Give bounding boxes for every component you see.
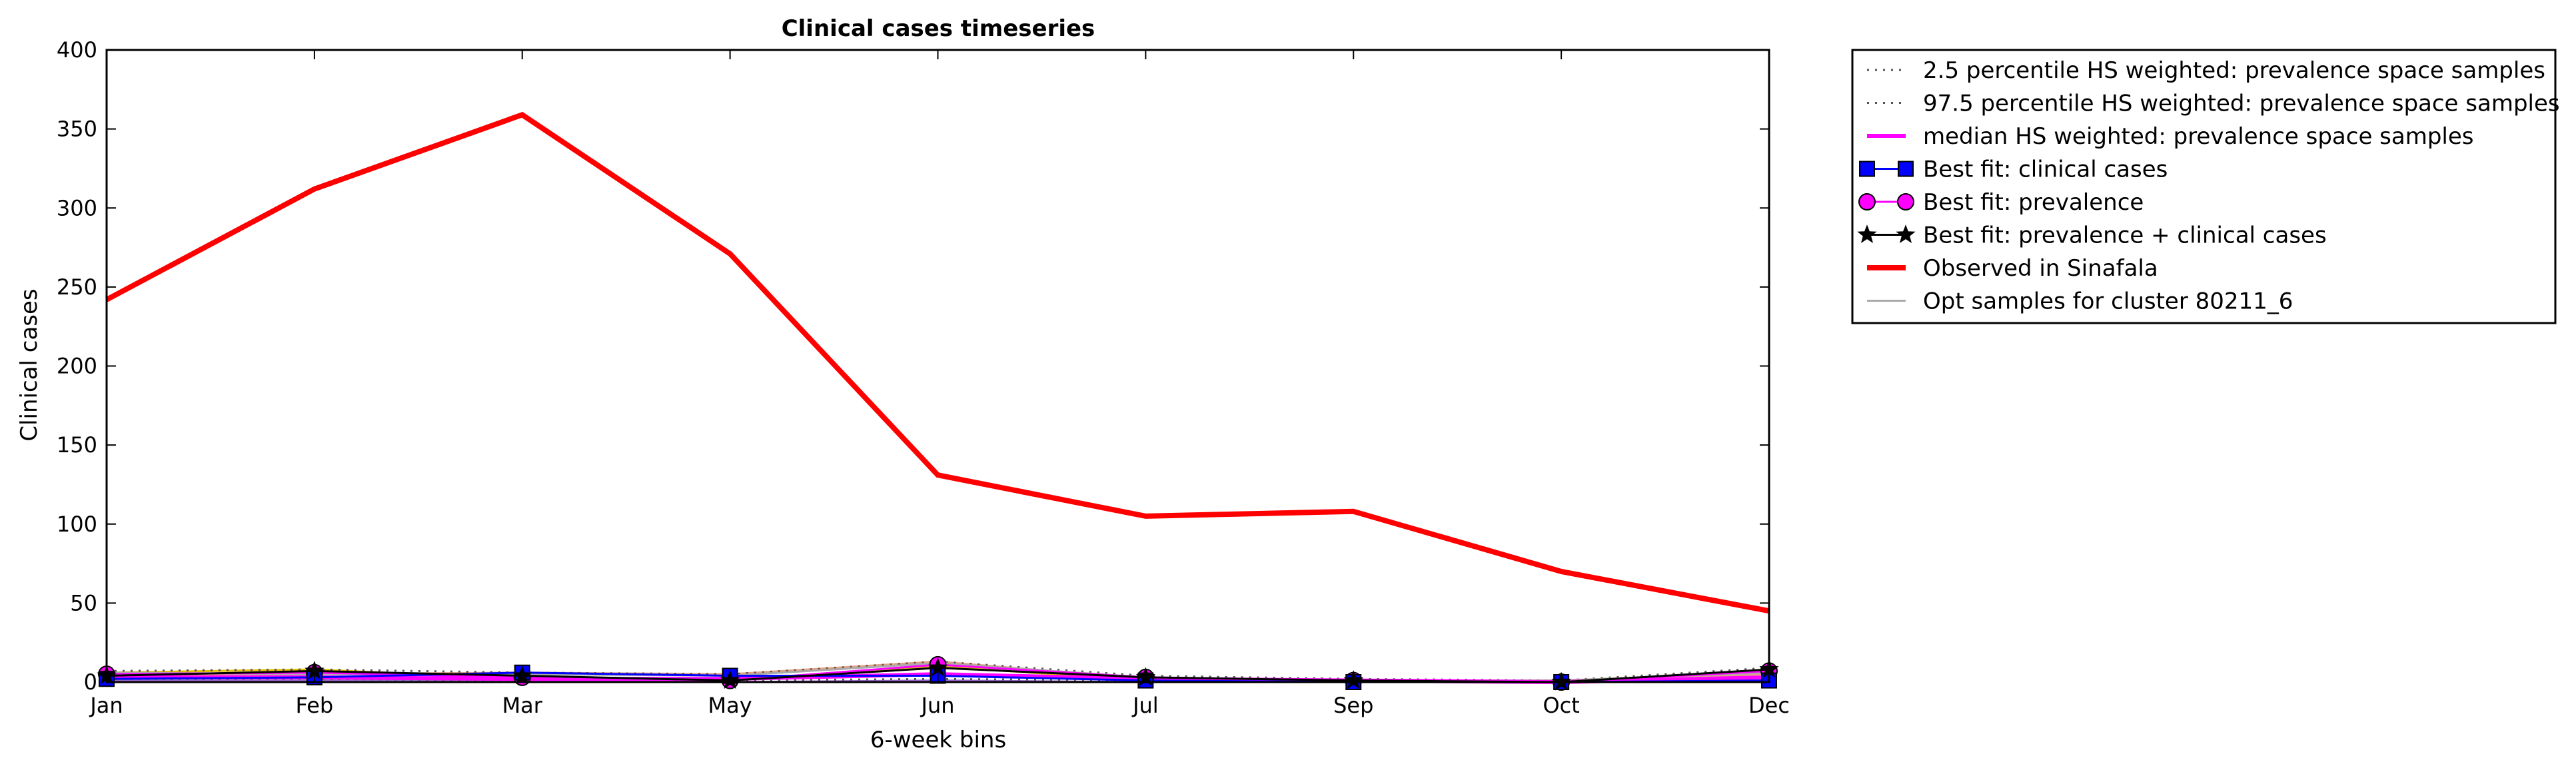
- legend-marker: [1897, 193, 1914, 210]
- series-line: [105, 111, 1770, 614]
- y-tick-label: 0: [84, 669, 97, 695]
- x-tick-label: Jun: [920, 693, 955, 718]
- x-tick-label: May: [708, 693, 752, 718]
- legend-marker: [1898, 161, 1914, 177]
- legend-marker: [1859, 161, 1875, 177]
- legend-label: Best fit: clinical cases: [1923, 157, 2168, 183]
- y-tick-label: 200: [57, 354, 97, 379]
- y-tick-label: 300: [57, 195, 97, 220]
- chart-title: Clinical cases timeseries: [782, 15, 1095, 42]
- legend-marker: [1896, 224, 1916, 243]
- legend-label: 2.5 percentile HS weighted: prevalence s…: [1923, 57, 2545, 84]
- legend-label: 97.5 percentile HS weighted: prevalence …: [1923, 91, 2560, 117]
- x-tick-label: Jan: [89, 693, 123, 718]
- x-tick-label: Oct: [1543, 693, 1579, 718]
- series-point: [928, 657, 948, 677]
- y-tick-label: 350: [57, 117, 97, 142]
- legend-label: Opt samples for cluster 80211_6: [1923, 288, 2293, 315]
- y-tick-label: 50: [70, 590, 97, 615]
- x-tick-label: Sep: [1333, 693, 1373, 718]
- series-lines: [97, 111, 1779, 691]
- x-tick-label: Dec: [1748, 693, 1790, 718]
- legend-label: Best fit: prevalence: [1923, 189, 2144, 216]
- legend: 2.5 percentile HS weighted: prevalence s…: [1851, 49, 2560, 324]
- y-tick-label: 100: [57, 512, 97, 537]
- legend-box: [1851, 49, 2557, 324]
- x-tick-label: Feb: [296, 693, 334, 718]
- x-axis-label: 6-week bins: [870, 727, 1006, 753]
- plot-area-frame: [105, 49, 1770, 683]
- y-axis-label: Clinical cases: [16, 288, 43, 441]
- y-tick-label: 150: [57, 432, 97, 458]
- axis-ticks: 0 50 100 150 200 250 300 350 400 Jan Feb Mar May Jun J…: [57, 37, 1790, 718]
- y-tick-label: 250: [57, 274, 97, 300]
- legend-label: Best fit: prevalence + clinical cases: [1923, 222, 2327, 249]
- legend-label: Observed in Sinafala: [1923, 255, 2158, 282]
- x-tick-label: Jul: [1131, 693, 1159, 718]
- x-tick-label: Mar: [502, 693, 543, 718]
- legend-label: median HS weighted: prevalence space sam…: [1923, 123, 2474, 150]
- legend-marker: [1858, 193, 1876, 210]
- legend-marker: [1857, 224, 1877, 243]
- y-tick-label: 400: [57, 37, 97, 63]
